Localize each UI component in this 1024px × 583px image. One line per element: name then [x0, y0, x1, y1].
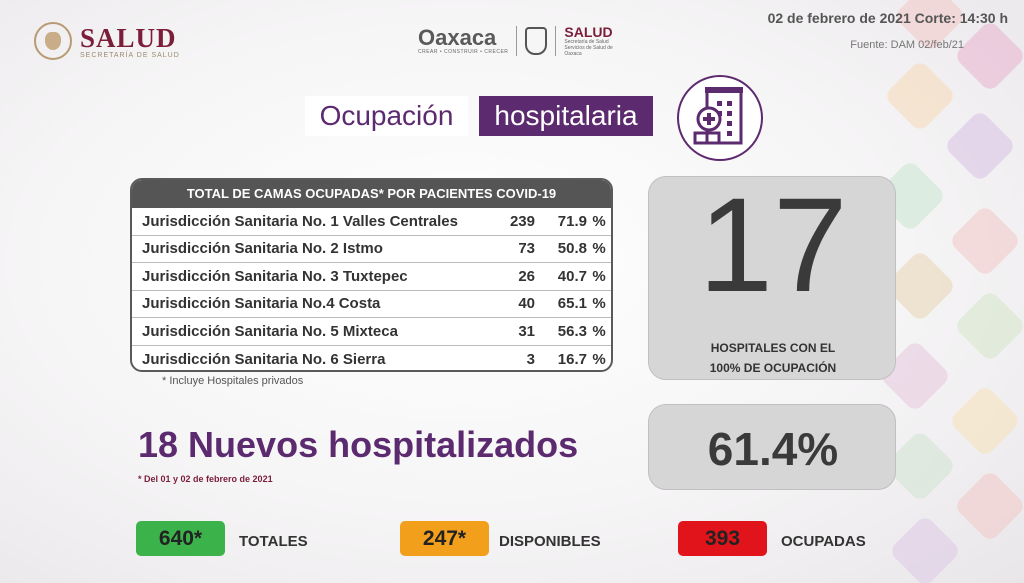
table-row: Jurisdicción Sanitaria No. 3 Tuxtepec 26 4… [132, 263, 611, 291]
jurisdiction-name: Jurisdicción Sanitaria No. 1 Valles Cent… [142, 212, 458, 230]
oaxaca-logo-word: Oaxaca [418, 25, 497, 50]
salud-logo-subtitle: SECRETARÍA DE SALUD [80, 51, 180, 59]
jurisdiction-name: Jurisdicción Sanitaria No. 6 Sierra [142, 350, 386, 368]
salud-oaxaca-title: SALUD [564, 24, 613, 40]
salud-oaxaca-sub: Secretaría de Salud Servicios de Salud d… [564, 39, 613, 57]
table-row: Jurisdicción Sanitaria No.4 Costa 40 65.1% [132, 291, 611, 318]
new-admissions-note: * Del 01 y 02 de febrero de 2021 [138, 474, 273, 484]
jurisdiction-name: Jurisdicción Sanitaria No. 5 Mixteca [142, 322, 398, 340]
title-part-1: Ocupación [305, 96, 468, 136]
table-row: Jurisdicción Sanitaria No. 1 Valles Cent… [132, 208, 611, 236]
jurisdiction-name: Jurisdicción Sanitaria No.4 Costa [142, 295, 381, 313]
logo-separator [555, 26, 557, 56]
center-logos: Oaxaca CREAR • CONSTRUIR • CRECER SALUD … [418, 25, 622, 57]
full-occupancy-card: 17 HOSPITALES CON EL 100% DE OCUPACIÓN [648, 171, 896, 380]
full-occupancy-label-line2: 100% DE OCUPACIÓN [709, 361, 837, 375]
oaxaca-crest-icon [525, 27, 548, 55]
salud-logo-title: SALUD [80, 22, 177, 53]
logo-separator [516, 26, 518, 56]
occupied-beds: 73 [518, 240, 535, 258]
occupied-beds: 31 [518, 322, 535, 340]
table-footnote: * Incluye Hospitales privados [162, 375, 304, 387]
data-source: Fuente: DAM 02/feb/21 [850, 39, 964, 51]
table-row: Jurisdicción Sanitaria No. 6 Sierra 3 16.7… [132, 346, 611, 371]
occupied-beds: 3 [526, 350, 535, 368]
table-row: Jurisdicción Sanitaria No. 5 Mixteca 31 56… [132, 318, 611, 346]
new-admissions-headline: 18 Nuevos hospitalizados [138, 424, 579, 465]
available-beds-label: DISPONIBLES [499, 533, 601, 550]
overall-occupancy-card: 61.4% [648, 404, 896, 490]
occupancy-percent: 40.7 [557, 267, 587, 285]
report-date: 02 de febrero de 2021 Corte: 14:30 h [767, 10, 1008, 26]
percent-symbol: % [592, 295, 606, 313]
jurisdiction-name: Jurisdicción Sanitaria No. 3 Tuxtepec [142, 267, 408, 285]
occupancy-percent: 56.3 [557, 322, 587, 340]
title-part-2: hospitalaria [479, 96, 653, 136]
occupancy-percent: 65.1 [557, 295, 587, 313]
occupied-beds: 239 [509, 212, 535, 230]
percent-symbol: % [592, 240, 606, 258]
covid-beds-table: TOTAL DE CAMAS OCUPADAS* POR PACIENTES C… [130, 178, 613, 372]
available-beds-badge: 247* [400, 521, 489, 556]
oaxaca-logo-tagline: CREAR • CONSTRUIR • CRECER [418, 49, 509, 55]
overall-occupancy-percent: 61.4% [707, 423, 839, 475]
occupied-beds-label: OCUPADAS [781, 533, 866, 550]
salud-logo: SALUD SECRETARÍA DE SALUD [34, 22, 180, 60]
eagle-seal-icon [34, 22, 72, 60]
percent-symbol: % [592, 212, 606, 230]
full-occupancy-count: 17 [698, 171, 848, 320]
table-header: TOTAL DE CAMAS OCUPADAS* POR PACIENTES C… [132, 180, 611, 208]
occupied-beds-badge: 393 [678, 521, 767, 556]
hospital-building-icon [677, 75, 763, 161]
occupancy-percent: 50.8 [557, 240, 587, 258]
occupancy-percent: 71.9 [557, 212, 587, 230]
occupied-beds: 26 [518, 267, 535, 285]
percent-symbol: % [592, 322, 606, 340]
table-row: Jurisdicción Sanitaria No. 2 Istmo 73 50.8… [132, 236, 611, 263]
percent-symbol: % [592, 267, 606, 285]
occupied-beds: 40 [518, 295, 535, 313]
total-beds-badge: 640* [136, 521, 225, 556]
total-beds-label: TOTALES [239, 533, 308, 550]
occupancy-percent: 16.7 [557, 350, 587, 368]
full-occupancy-label-line1: HOSPITALES CON EL [710, 341, 836, 355]
jurisdiction-name: Jurisdicción Sanitaria No. 2 Istmo [142, 240, 383, 258]
percent-symbol: % [592, 350, 606, 368]
